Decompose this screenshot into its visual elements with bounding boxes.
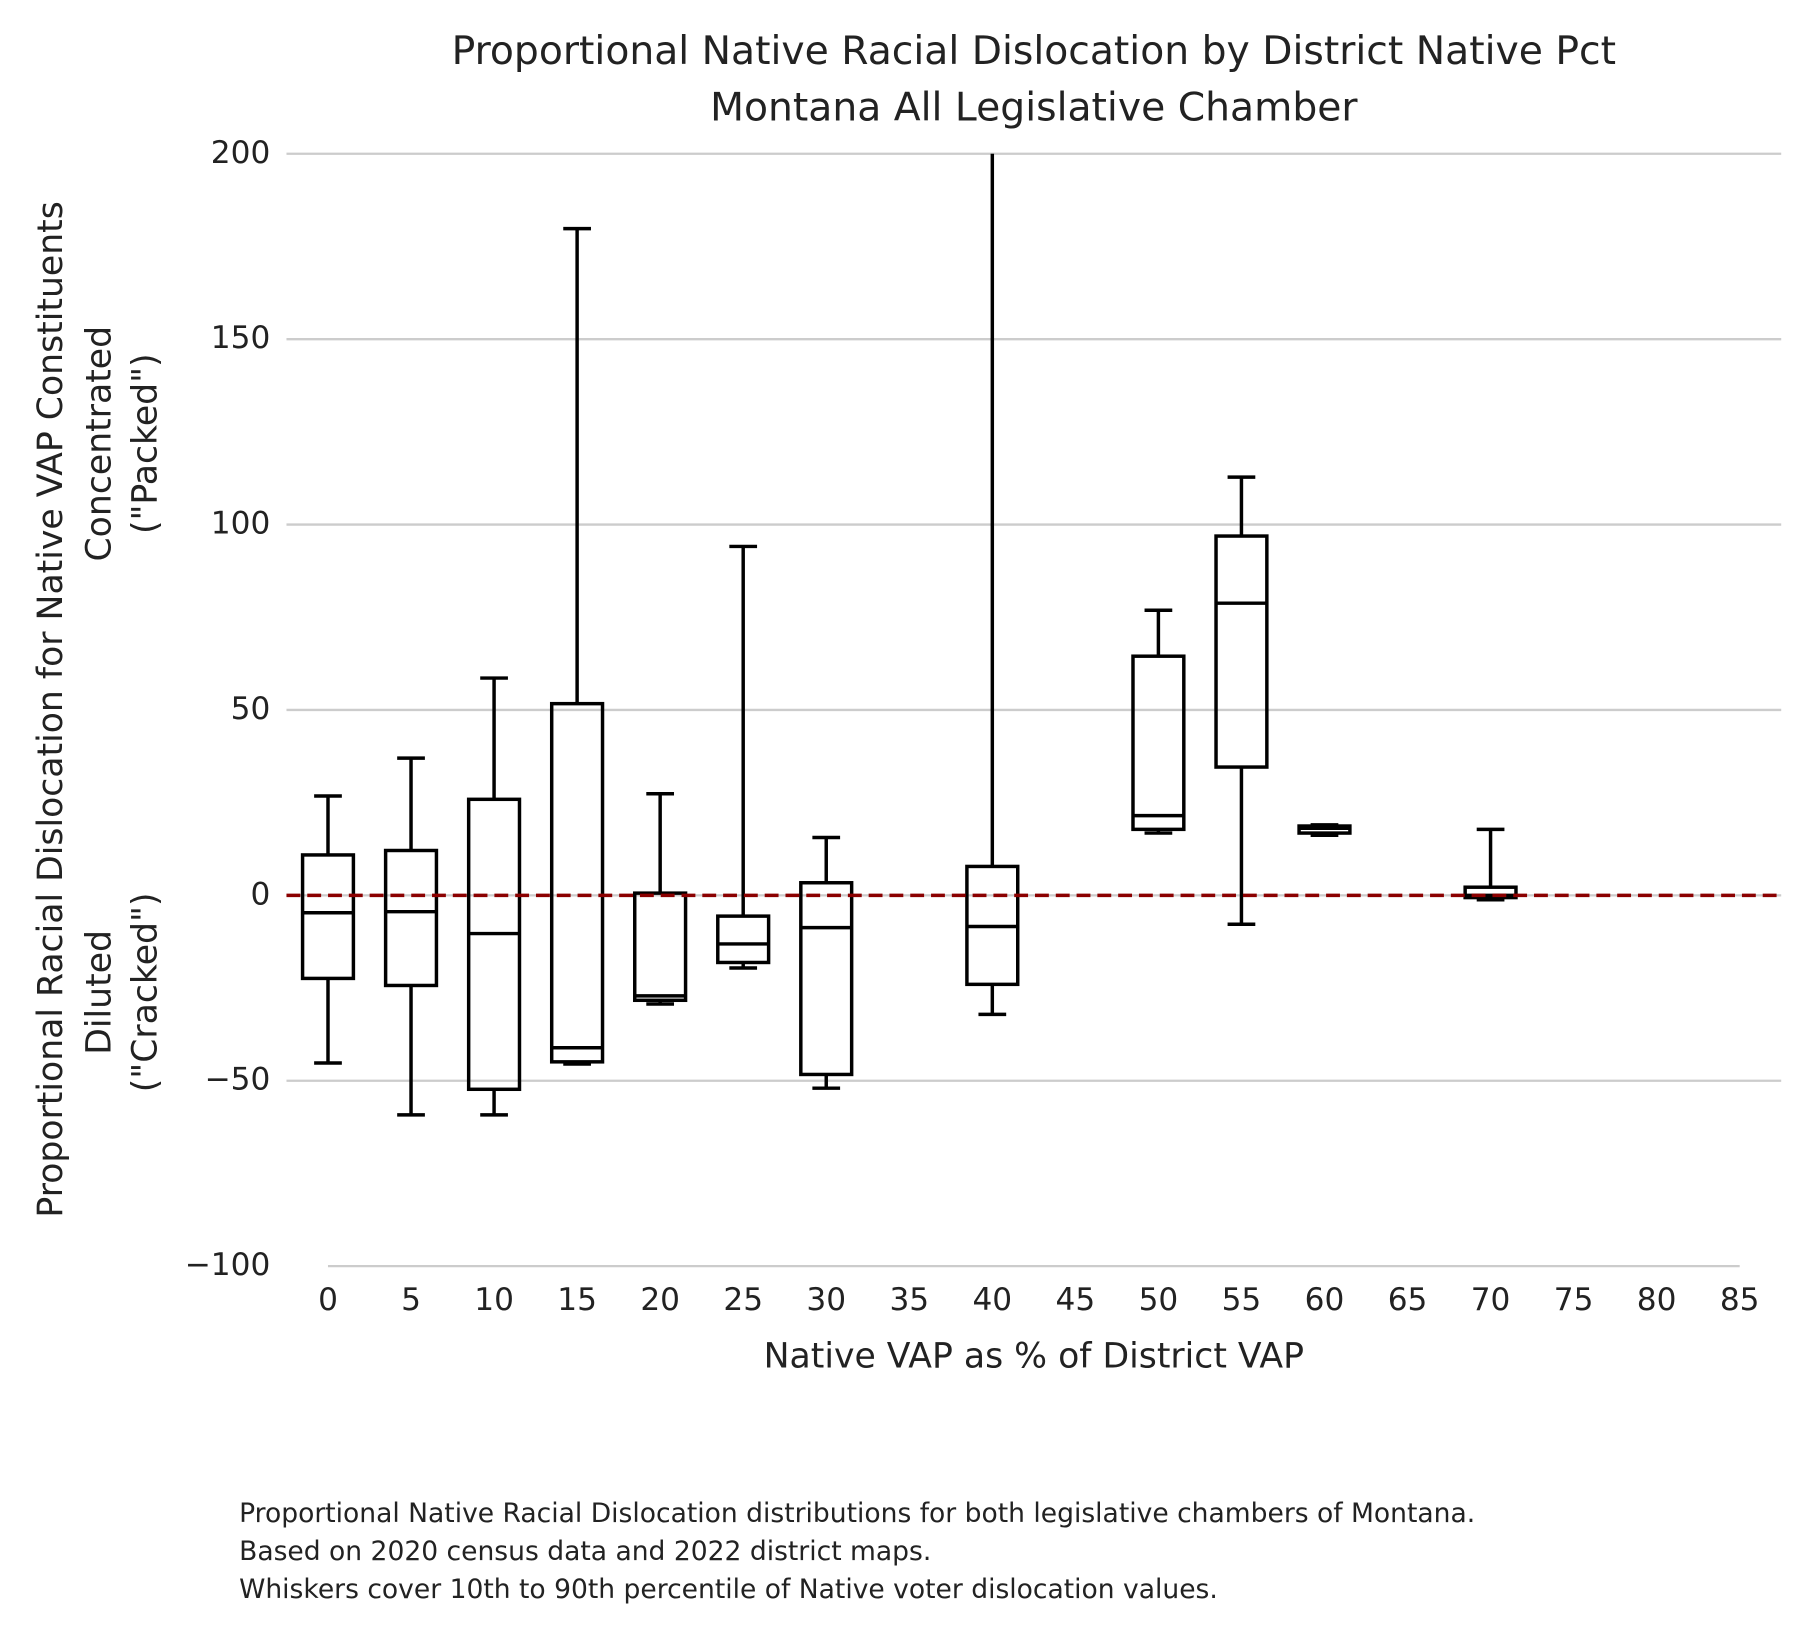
footnote: Whiskers cover 10th to 90th percentile o…: [239, 1574, 1218, 1605]
x-tick-label: 15: [557, 1282, 597, 1318]
chart-subtitle: Montana All Legislative Chamber: [710, 85, 1358, 130]
y-tick-label: 100: [211, 506, 271, 542]
x-tick-label: 10: [474, 1282, 514, 1318]
footnote: Proportional Native Racial Dislocation d…: [239, 1498, 1475, 1529]
x-tick-label: 0: [318, 1282, 338, 1318]
box: [466, 797, 522, 1092]
box: [1214, 534, 1269, 769]
plot-area: [300, 153, 1518, 1117]
box: [549, 701, 605, 1064]
box: [716, 914, 771, 965]
y-tick-label: 200: [211, 135, 271, 171]
x-tick-label: 75: [1554, 1282, 1594, 1318]
box: [300, 853, 356, 981]
y-annotation: Diluted: [79, 930, 119, 1055]
footnote: Based on 2020 census data and 2022 distr…: [239, 1536, 931, 1567]
box: [799, 881, 854, 1077]
y-tick-label: 0: [250, 876, 270, 912]
x-tick-label: 70: [1471, 1282, 1511, 1318]
y-tick-label: 150: [211, 320, 271, 356]
x-tick-label: 20: [640, 1282, 680, 1318]
y-tick-label: −100: [185, 1247, 271, 1283]
y-annotation: Concentrated: [79, 326, 119, 562]
box: [633, 891, 688, 1003]
y-annotation: ("Cracked"): [126, 893, 166, 1093]
x-tick-label: 80: [1637, 1282, 1677, 1318]
x-tick-label: 30: [806, 1282, 846, 1318]
x-tick-label: 55: [1222, 1282, 1262, 1318]
x-axis-label: Native VAP as % of District VAP: [764, 1336, 1304, 1376]
x-tick-label: 40: [972, 1282, 1012, 1318]
box: [383, 848, 439, 988]
x-tick-label: 35: [889, 1282, 929, 1318]
x-tick-label: 85: [1720, 1282, 1760, 1318]
box: [1131, 654, 1186, 832]
x-tick-label: 65: [1388, 1282, 1428, 1318]
x-tick-label: 60: [1305, 1282, 1345, 1318]
y-axis-label: Proportional Racial Dislocation for Nati…: [31, 201, 71, 1217]
x-tick-label: 5: [401, 1282, 421, 1318]
x-tick-label: 45: [1056, 1282, 1096, 1318]
y-tick-label: 50: [231, 691, 271, 727]
x-tick-label: 50: [1139, 1282, 1179, 1318]
x-tick-label: 25: [723, 1282, 763, 1318]
y-tick-label: −50: [205, 1062, 271, 1098]
box: [1463, 885, 1518, 900]
chart-title: Proportional Native Racial Dislocation b…: [452, 29, 1616, 74]
y-annotation: ("Packed"): [126, 353, 166, 534]
